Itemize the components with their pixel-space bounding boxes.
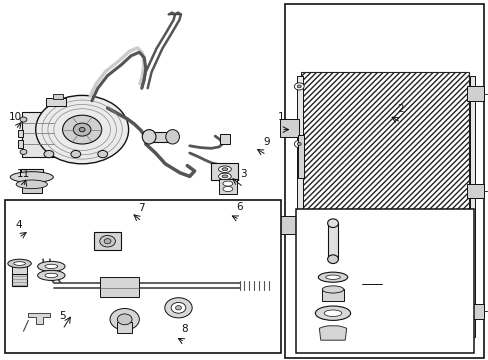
Ellipse shape: [20, 149, 27, 154]
Ellipse shape: [294, 83, 304, 90]
Ellipse shape: [218, 173, 231, 180]
Bar: [117, 322, 132, 333]
Ellipse shape: [36, 95, 128, 164]
Text: 6: 6: [236, 202, 243, 212]
Bar: [295, 209, 473, 353]
Ellipse shape: [327, 255, 338, 264]
Text: 11: 11: [17, 169, 30, 179]
Ellipse shape: [16, 180, 47, 189]
Ellipse shape: [104, 239, 111, 244]
Ellipse shape: [318, 272, 347, 282]
Ellipse shape: [171, 302, 185, 313]
Ellipse shape: [110, 309, 139, 330]
Bar: [218, 179, 237, 194]
Ellipse shape: [71, 150, 81, 158]
Ellipse shape: [165, 130, 179, 144]
Bar: [211, 163, 238, 180]
Polygon shape: [319, 326, 346, 340]
Bar: [5, 200, 281, 353]
Ellipse shape: [218, 166, 231, 172]
Bar: [46, 98, 66, 106]
Ellipse shape: [44, 150, 54, 158]
Bar: [327, 223, 338, 259]
Bar: [12, 266, 27, 274]
Ellipse shape: [222, 175, 227, 178]
Ellipse shape: [117, 314, 132, 325]
Bar: [53, 94, 62, 99]
Text: 4: 4: [15, 220, 22, 230]
Polygon shape: [28, 313, 50, 324]
Ellipse shape: [297, 85, 301, 88]
Ellipse shape: [223, 186, 232, 192]
Text: 8: 8: [181, 324, 188, 334]
Bar: [466, 184, 483, 198]
Ellipse shape: [8, 259, 31, 268]
Ellipse shape: [223, 181, 232, 186]
Ellipse shape: [62, 115, 102, 144]
Ellipse shape: [10, 172, 53, 183]
Bar: [298, 135, 303, 178]
Ellipse shape: [325, 275, 340, 279]
Text: 3: 3: [240, 169, 246, 179]
Ellipse shape: [327, 219, 338, 228]
Text: 5: 5: [59, 311, 66, 321]
Ellipse shape: [45, 273, 58, 278]
Ellipse shape: [20, 117, 27, 122]
Ellipse shape: [38, 261, 65, 271]
Bar: [280, 216, 298, 234]
Bar: [22, 184, 41, 193]
Bar: [12, 274, 27, 286]
Ellipse shape: [297, 143, 301, 145]
Bar: [24, 176, 40, 184]
Bar: [469, 76, 474, 337]
Ellipse shape: [324, 310, 341, 316]
Bar: [284, 4, 483, 358]
Bar: [466, 304, 483, 319]
Ellipse shape: [73, 123, 91, 136]
Text: 1: 1: [277, 112, 284, 122]
Ellipse shape: [142, 130, 156, 144]
Ellipse shape: [98, 150, 107, 158]
Text: 2: 2: [397, 104, 404, 114]
Ellipse shape: [164, 298, 192, 318]
Bar: [280, 119, 298, 137]
Ellipse shape: [14, 262, 25, 265]
Text: 9: 9: [263, 137, 269, 147]
Bar: [94, 232, 121, 250]
Bar: [300, 72, 468, 340]
Bar: [220, 134, 229, 144]
Bar: [149, 132, 172, 142]
Bar: [322, 289, 343, 301]
Ellipse shape: [38, 270, 65, 280]
Text: 7: 7: [138, 203, 145, 213]
Bar: [18, 130, 23, 137]
Ellipse shape: [322, 286, 343, 293]
Ellipse shape: [175, 306, 181, 310]
Bar: [466, 86, 483, 101]
Ellipse shape: [79, 127, 85, 132]
Bar: [18, 140, 23, 148]
Bar: [22, 112, 54, 157]
Ellipse shape: [222, 168, 227, 171]
Ellipse shape: [294, 140, 304, 148]
Bar: [21, 169, 42, 177]
Ellipse shape: [315, 306, 350, 320]
Bar: [296, 76, 302, 337]
Ellipse shape: [100, 235, 115, 247]
Ellipse shape: [45, 264, 58, 269]
Bar: [100, 277, 139, 297]
Text: 10: 10: [9, 112, 22, 122]
